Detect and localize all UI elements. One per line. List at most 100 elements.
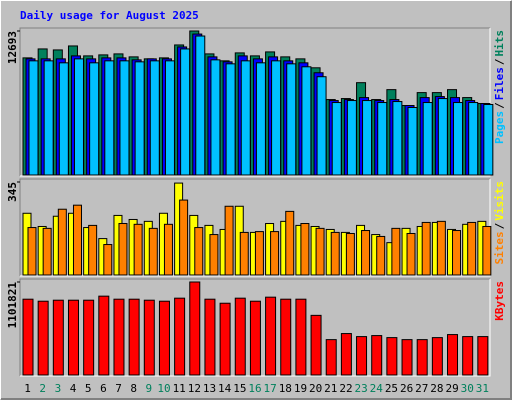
legend: Sites /Visits xyxy=(493,181,506,265)
x-tick-label: 15 xyxy=(233,382,246,395)
x-tick-label: 17 xyxy=(264,382,277,395)
bar xyxy=(22,298,34,376)
bar xyxy=(119,60,130,176)
bar xyxy=(422,102,433,176)
bar xyxy=(143,299,155,376)
bar xyxy=(118,223,128,276)
bar xyxy=(431,337,443,376)
x-tick-label: 14 xyxy=(218,382,232,395)
bar xyxy=(224,205,234,276)
bar xyxy=(128,298,140,376)
bar xyxy=(83,299,95,376)
x-tick-label: 19 xyxy=(294,382,307,395)
x-tick-label: 13 xyxy=(203,382,216,395)
bar xyxy=(234,297,246,376)
bar xyxy=(392,101,403,176)
bar xyxy=(271,60,282,176)
x-tick-label: 11 xyxy=(173,382,186,395)
x-tick-label: 26 xyxy=(400,382,413,395)
legend-entry: Files xyxy=(493,67,506,100)
bar xyxy=(225,63,236,176)
bar xyxy=(310,314,322,376)
bar xyxy=(401,339,413,376)
x-tick-label: 28 xyxy=(430,382,443,395)
x-tick-label: 29 xyxy=(445,382,458,395)
y-tick-label: 12693 xyxy=(6,31,19,64)
legend-separator: / xyxy=(493,222,506,229)
bar xyxy=(265,296,277,376)
y-tick-label: 1101821 xyxy=(6,282,19,329)
bar xyxy=(37,300,49,376)
bar xyxy=(437,98,448,176)
bar xyxy=(148,227,158,276)
bar xyxy=(204,298,216,376)
bar xyxy=(483,104,494,176)
bar xyxy=(270,231,280,276)
bar xyxy=(195,35,206,176)
bar xyxy=(42,227,52,276)
bar xyxy=(340,333,352,376)
x-tick-label: 27 xyxy=(415,382,428,395)
x-tick-label: 1 xyxy=(24,382,31,395)
x-tick-label: 3 xyxy=(55,382,62,395)
bar xyxy=(376,235,386,276)
bar xyxy=(482,225,492,276)
bar xyxy=(254,231,264,276)
bar xyxy=(453,102,464,176)
bar xyxy=(331,102,342,176)
bar xyxy=(416,339,428,376)
bar xyxy=(98,295,110,376)
bar xyxy=(219,302,231,376)
x-tick-label: 21 xyxy=(324,382,337,395)
bar xyxy=(377,102,388,176)
bar xyxy=(477,336,489,376)
panel-edge-dark xyxy=(19,278,490,376)
bar xyxy=(103,244,113,276)
bar xyxy=(163,223,173,276)
bar xyxy=(180,48,191,176)
x-tick-label: 25 xyxy=(385,382,398,395)
x-tick-label: 16 xyxy=(248,382,261,395)
bar xyxy=(43,60,54,176)
x-tick-label: 5 xyxy=(85,382,92,395)
bar xyxy=(174,297,186,376)
legend-separator: / xyxy=(493,102,506,109)
bar xyxy=(361,230,371,276)
x-tick-label: 4 xyxy=(70,382,77,395)
bar xyxy=(316,76,327,176)
bar xyxy=(391,227,401,276)
bar xyxy=(179,199,189,276)
bar xyxy=(468,102,479,176)
bar xyxy=(255,62,266,176)
bar xyxy=(58,62,69,176)
legend-entry: Hits xyxy=(493,30,506,57)
bar xyxy=(295,298,307,376)
bar xyxy=(345,232,355,276)
bar xyxy=(371,335,383,376)
x-tick-label: 10 xyxy=(157,382,170,395)
x-tick-label: 31 xyxy=(476,382,489,395)
panel-edge-dark xyxy=(19,27,490,176)
bar xyxy=(407,106,418,176)
bar xyxy=(285,210,295,276)
bar xyxy=(189,281,201,376)
bar xyxy=(462,336,474,376)
y-tick-label: 345 xyxy=(6,182,19,202)
panel-edge-dark xyxy=(19,178,490,276)
bar xyxy=(325,339,337,376)
bar xyxy=(164,60,175,176)
x-tick-label: 22 xyxy=(339,382,352,395)
legend: Pages/Files/Hits xyxy=(493,30,506,144)
legend-separator: / xyxy=(493,58,506,65)
bar xyxy=(67,299,79,376)
bar xyxy=(406,232,416,276)
bar xyxy=(104,60,115,176)
panel-edge-light xyxy=(20,179,491,277)
x-tick-label: 9 xyxy=(146,382,153,395)
legend-entry: Pages xyxy=(493,111,506,144)
bar xyxy=(209,234,219,276)
bar xyxy=(27,227,37,276)
bar xyxy=(133,223,143,276)
